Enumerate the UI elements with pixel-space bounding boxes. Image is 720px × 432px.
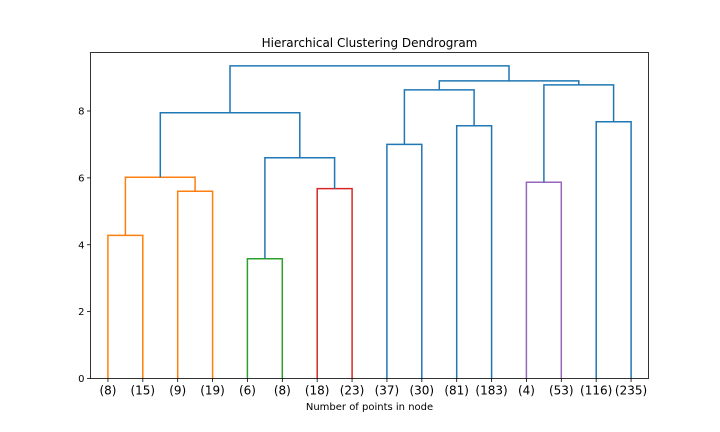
- x-axis-label: Number of points in node: [306, 402, 433, 413]
- leaf-label: (235): [615, 384, 647, 398]
- leaf-label: (8): [274, 384, 291, 398]
- leaf-label: (183): [475, 384, 507, 398]
- dendrogram-link: [595, 120, 632, 379]
- leaf-label: (6): [239, 384, 256, 398]
- leaf-label: (116): [580, 384, 612, 398]
- y-tick-label: 8: [78, 107, 84, 118]
- dendrogram-link: [124, 176, 196, 236]
- leaf-label: (15): [130, 384, 155, 398]
- leaf-label: (81): [444, 384, 469, 398]
- leaf-label: (9): [169, 384, 186, 398]
- dendrogram-link: [264, 157, 336, 259]
- dendrogram-link: [176, 190, 214, 379]
- chart-title: Hierarchical Clustering Dendrogram: [262, 36, 478, 50]
- y-tick-label: 6: [78, 173, 84, 184]
- dendrogram-link: [316, 187, 353, 379]
- dendrogram-link: [543, 84, 615, 183]
- dendrogram-link: [159, 111, 301, 178]
- leaf-label: (8): [99, 384, 116, 398]
- y-axis: 0 2 4 6 8: [78, 107, 91, 385]
- leaf-label: (53): [549, 384, 574, 398]
- leaf-label: (37): [375, 384, 400, 398]
- x-axis: (8) (15) (9) (19) (6) (8) (18) (23) (37) (30) (81)…: [99, 378, 647, 398]
- leaf-label: (23): [340, 384, 365, 398]
- dendrogram-link: [386, 143, 423, 379]
- leaf-label: (4): [518, 384, 535, 398]
- dendrogram-link: [107, 234, 144, 379]
- leaf-label: (18): [305, 384, 330, 398]
- leaf-label: (30): [409, 384, 434, 398]
- y-tick-label: 4: [78, 240, 84, 251]
- dendrogram-link: [403, 89, 475, 145]
- dendrogram-links: [107, 65, 632, 379]
- leaf-label: (19): [200, 384, 225, 398]
- plot-frame: [90, 52, 649, 379]
- y-tick-label: 2: [78, 307, 84, 318]
- dendrogram-link: [455, 124, 493, 379]
- dendrogram-link: [229, 65, 510, 113]
- dendrogram-link: [246, 258, 284, 379]
- dendrogram-link: [525, 181, 563, 379]
- y-tick-label: 0: [78, 374, 84, 385]
